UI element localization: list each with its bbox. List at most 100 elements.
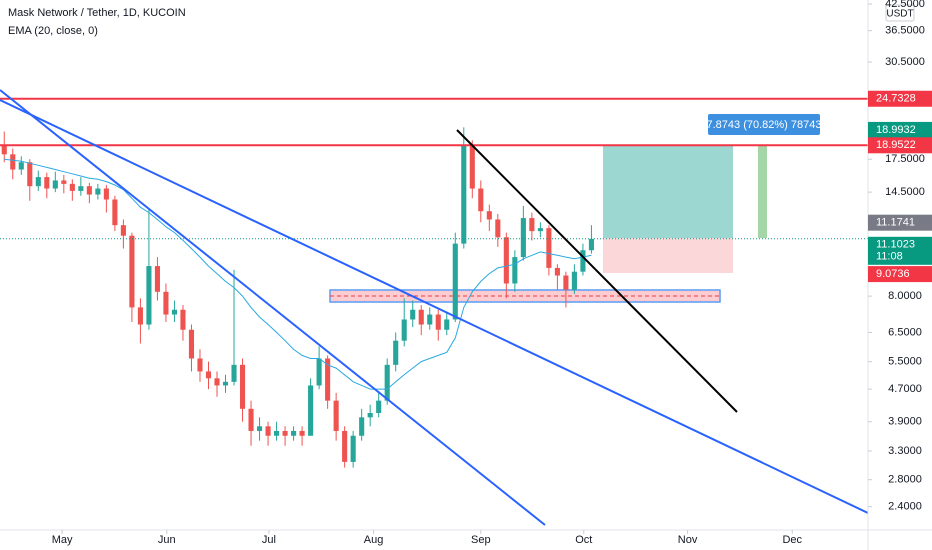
candle-body: [342, 430, 348, 462]
y-tick-label: 42.5000: [885, 0, 925, 10]
candle-body: [427, 314, 433, 325]
price-label: 18.9932: [876, 124, 916, 136]
position-stop-zone: [603, 238, 733, 273]
trend-line: [0, 89, 546, 526]
candle-body: [239, 364, 246, 409]
position-target-zone: [603, 145, 733, 238]
x-tick-label: Sep: [471, 534, 491, 546]
candle-body: [333, 400, 339, 431]
candle-body: [222, 381, 229, 386]
candle-body: [137, 307, 143, 325]
y-tick-label: 17.5000: [885, 153, 925, 165]
y-tick-label: 30.5000: [885, 56, 925, 68]
candle-body: [69, 183, 75, 191]
ema-line: [4, 158, 592, 390]
candle-body: [308, 385, 314, 436]
y-tick-label: 36.5000: [885, 25, 925, 37]
candle-body: [418, 309, 424, 325]
candle-body: [520, 218, 526, 258]
candle-body: [580, 250, 586, 272]
candle-body: [197, 358, 203, 372]
candles: [1, 127, 594, 468]
candle-body: [256, 426, 263, 431]
candle-body: [282, 430, 288, 436]
price-label-box: [868, 236, 932, 265]
price-label-box: [868, 266, 932, 283]
price-label-box: [868, 214, 932, 231]
price-label-box: [868, 90, 932, 107]
y-tick-label: 2.8000: [888, 474, 922, 486]
candle-body: [52, 180, 58, 189]
candle-body: [461, 144, 467, 244]
measure-bar: [758, 145, 767, 238]
y-tick-label: 4.7000: [888, 383, 922, 395]
chart-title: Mask Network / Tether, 1D, KUCOIN: [8, 7, 186, 19]
candle-body: [325, 358, 331, 401]
candle-body: [452, 243, 458, 320]
currency-badge[interactable]: [885, 4, 915, 22]
candle-body: [529, 218, 535, 232]
y-tick-label: 6.5000: [888, 326, 922, 338]
candle-body: [129, 235, 135, 308]
trend-line: [456, 129, 738, 413]
candle-body: [393, 340, 399, 365]
candle-body: [444, 319, 450, 330]
y-tick-label: 5.5000: [888, 356, 922, 368]
measure-label: 7.8743 (70.82%) 78743: [707, 119, 822, 131]
x-tick-label: Aug: [364, 534, 384, 546]
candle-body: [299, 430, 305, 436]
x-tick-label: Oct: [575, 534, 592, 546]
price-label: 11.1741: [876, 217, 915, 229]
x-tick-label: Jun: [158, 534, 176, 546]
candle-body: [495, 219, 501, 238]
price-label-box: [868, 137, 932, 154]
price-label: 11.1023: [876, 239, 915, 251]
currency: USDT: [886, 9, 913, 20]
candle-body: [163, 291, 169, 315]
candle-body: [274, 430, 280, 436]
candle-body: [44, 177, 50, 189]
candle-body: [180, 309, 186, 330]
overlay: 24.7328 18.9932 18.9522 11.1741 11.102311:08…: [868, 90, 932, 283]
candle-body: [503, 237, 509, 284]
candle-body: [86, 186, 92, 195]
y-tick-label: 3.9000: [888, 416, 922, 428]
candle-body: [171, 309, 178, 315]
x-tick-label: Nov: [678, 534, 698, 546]
candle-body: [546, 228, 552, 268]
candle-body: [248, 408, 254, 431]
candle-body: [103, 188, 109, 200]
candle-body: [410, 309, 416, 320]
candle-body: [112, 199, 118, 226]
candle-body: [588, 238, 594, 251]
candle-body: [554, 267, 560, 276]
candle-body: [10, 154, 16, 170]
candle-body: [205, 371, 212, 379]
candle-body: [120, 225, 126, 236]
price-label: 24.7328: [876, 93, 916, 105]
measure-box: [708, 114, 820, 135]
candle-body: [563, 275, 569, 290]
candle-body: [367, 413, 373, 418]
candle-body: [1, 144, 7, 155]
x-tick-label: May: [52, 534, 73, 546]
candle-body: [146, 266, 152, 325]
candle-body: [537, 228, 543, 232]
candle-body: [265, 426, 271, 436]
candle-body: [18, 162, 24, 170]
candle-body: [486, 211, 492, 220]
candle-body: [350, 435, 356, 462]
candle-body: [469, 144, 475, 189]
candle-body: [401, 319, 407, 341]
candle-body: [27, 162, 33, 187]
candle-body: [78, 186, 84, 191]
candle-body: [188, 329, 195, 359]
y-tick-label: 2.4000: [888, 501, 922, 513]
x-tick-label: Jul: [262, 534, 276, 546]
trend-line: [0, 99, 869, 514]
candle-body: [35, 177, 41, 187]
candle-body: [359, 417, 365, 436]
y-tick-label: 3.3000: [888, 445, 922, 457]
